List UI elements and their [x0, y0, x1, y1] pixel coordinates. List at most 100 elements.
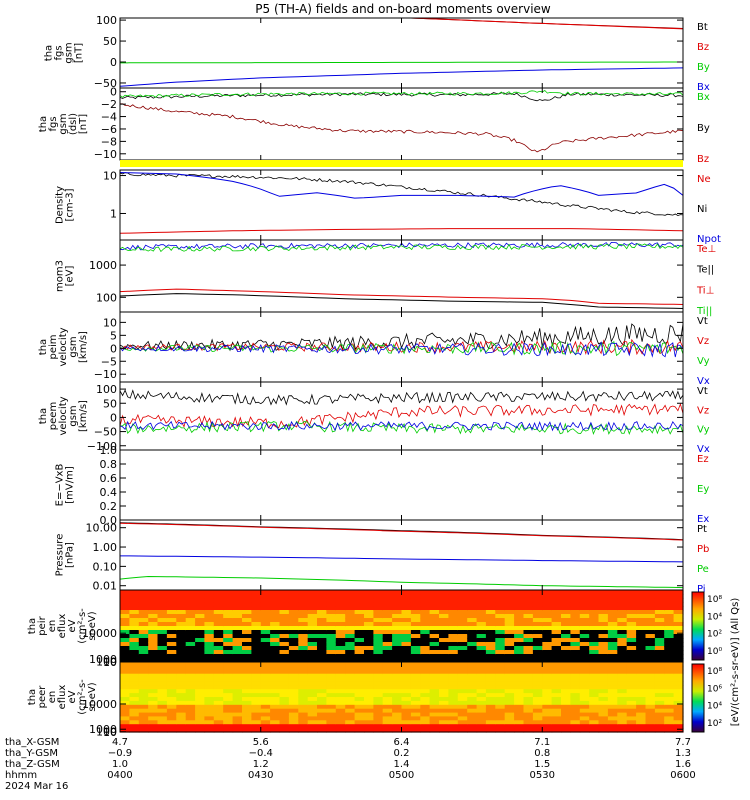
spectrogram-cell	[242, 638, 252, 643]
spectrogram-cell	[364, 602, 374, 607]
spectrogram-cell	[448, 693, 459, 698]
spectrogram-cell	[495, 689, 506, 694]
spectrogram-cell	[561, 665, 571, 671]
spectrogram-cell	[579, 665, 590, 671]
spectrogram-cell	[242, 642, 252, 647]
spectrogram-cell	[129, 685, 140, 690]
spectrogram-cell	[354, 610, 365, 615]
y-axis-label-line: Density	[55, 186, 66, 224]
spectrogram-cell	[373, 720, 384, 725]
spectrogram-cell	[129, 622, 140, 627]
spectrogram-cell	[382, 685, 393, 690]
spectrogram-cell	[148, 700, 159, 706]
spectrogram-cell	[448, 622, 459, 627]
spectrogram-cell	[514, 669, 525, 675]
spectrogram-cell	[523, 618, 534, 623]
spectrogram-cell	[607, 669, 618, 675]
spectrogram-cell	[260, 614, 271, 619]
spectrogram-cell	[298, 681, 309, 686]
spectrogram-cell	[373, 642, 384, 647]
spectrogram-cell	[485, 662, 496, 667]
spectrogram-cell	[626, 720, 637, 725]
spectrogram-cell	[279, 697, 290, 702]
y-axis-label-line: [km/s]	[78, 400, 89, 432]
spectrogram-cell	[213, 716, 224, 721]
spectrogram-cell	[645, 614, 656, 619]
spectrogram-cell	[326, 669, 337, 675]
spectrogram-cell	[420, 618, 431, 623]
spectrogram-cell	[129, 724, 140, 729]
spectrogram-cell	[176, 590, 187, 595]
spectrogram-cell	[607, 634, 618, 639]
spectrogram-cell	[120, 614, 130, 619]
spectrogram-cell	[467, 618, 478, 623]
spectrogram-cell	[570, 630, 581, 635]
spectrogram-cell	[457, 622, 468, 627]
spectrogram-cell	[439, 669, 449, 675]
spectrogram-cell	[420, 681, 431, 686]
spectrogram-cell	[636, 677, 647, 683]
spectrogram-cell	[354, 681, 365, 686]
spectrogram-cell	[166, 716, 177, 721]
spectrogram-cell	[148, 669, 159, 675]
spectrogram-cell	[307, 594, 318, 599]
spectrogram-cell	[157, 658, 168, 663]
spectrogram-cell	[279, 724, 290, 729]
colorbar-tick: 10⁰	[707, 647, 722, 657]
spectrogram-cell	[288, 598, 299, 603]
spectrogram-cell	[523, 650, 534, 655]
spectrogram-cell	[213, 728, 224, 733]
spectrogram-cell	[176, 677, 187, 683]
spectrogram-cell	[551, 626, 562, 631]
y-axis-label: mom3 [eV]	[55, 260, 76, 292]
spectrogram-cell	[335, 590, 346, 595]
spectrogram-cell	[326, 665, 337, 671]
spectrogram-cell	[260, 594, 271, 599]
spectrogram-cell	[645, 662, 656, 667]
spectrogram-cell	[607, 704, 618, 710]
spectrogram-cell	[185, 724, 196, 729]
spectrogram-cell	[232, 712, 243, 718]
spectrogram-cell	[166, 594, 177, 599]
y-tick-label: 1000	[89, 723, 117, 736]
spectrogram-cell	[364, 681, 374, 686]
spectrogram-cell	[242, 693, 252, 698]
spectrogram-cell	[260, 650, 271, 655]
spectrogram-cell	[495, 662, 506, 667]
spectrogram-cell	[335, 650, 346, 655]
spectrogram-cell	[485, 693, 496, 698]
spectrogram-cell	[166, 650, 177, 655]
spectrogram-cell	[176, 685, 187, 690]
spectrogram-cell	[532, 669, 543, 675]
spectrogram-cell	[129, 634, 140, 639]
spectrogram-cell	[626, 724, 637, 729]
spectrogram-cell	[401, 697, 412, 702]
spectrogram-cell	[439, 630, 449, 635]
spectrogram-cell	[485, 634, 496, 639]
spectrogram-cell	[664, 590, 675, 595]
spectrogram-cell	[617, 728, 628, 733]
y-axis-label-line: fgs	[48, 116, 59, 131]
spectrogram-cell	[439, 662, 449, 667]
spectrogram-cell	[120, 669, 130, 675]
spectrogram-cell	[542, 724, 553, 729]
spectrogram-cell	[429, 665, 440, 671]
spectrogram-cell	[673, 689, 684, 694]
spectrogram-cell	[654, 606, 665, 611]
spectrogram-cell	[166, 590, 177, 595]
spectrogram-cell	[673, 642, 684, 647]
spectrogram-cell	[157, 673, 168, 679]
spectrogram-cell	[138, 712, 149, 718]
spectrogram-cell	[148, 642, 159, 647]
spectrogram-cell	[457, 610, 468, 615]
spectrogram-cell	[485, 697, 496, 702]
spectrogram-cell	[467, 602, 478, 607]
y-tick-label: 0.2	[100, 500, 118, 513]
spectrogram-cell	[617, 654, 628, 659]
spectrogram-cell	[523, 658, 534, 663]
spectrogram-cell	[185, 598, 196, 603]
spectrogram-cell	[298, 630, 309, 635]
spectrogram-cell	[420, 716, 431, 721]
spectrogram-cell	[523, 685, 534, 690]
